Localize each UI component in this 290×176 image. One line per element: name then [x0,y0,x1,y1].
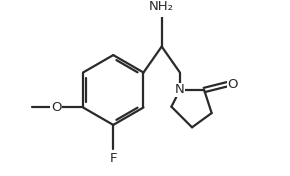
Text: N: N [175,83,185,96]
Text: NH₂: NH₂ [149,0,174,13]
Text: O: O [51,101,61,114]
Text: O: O [227,78,238,90]
Text: F: F [110,152,117,165]
